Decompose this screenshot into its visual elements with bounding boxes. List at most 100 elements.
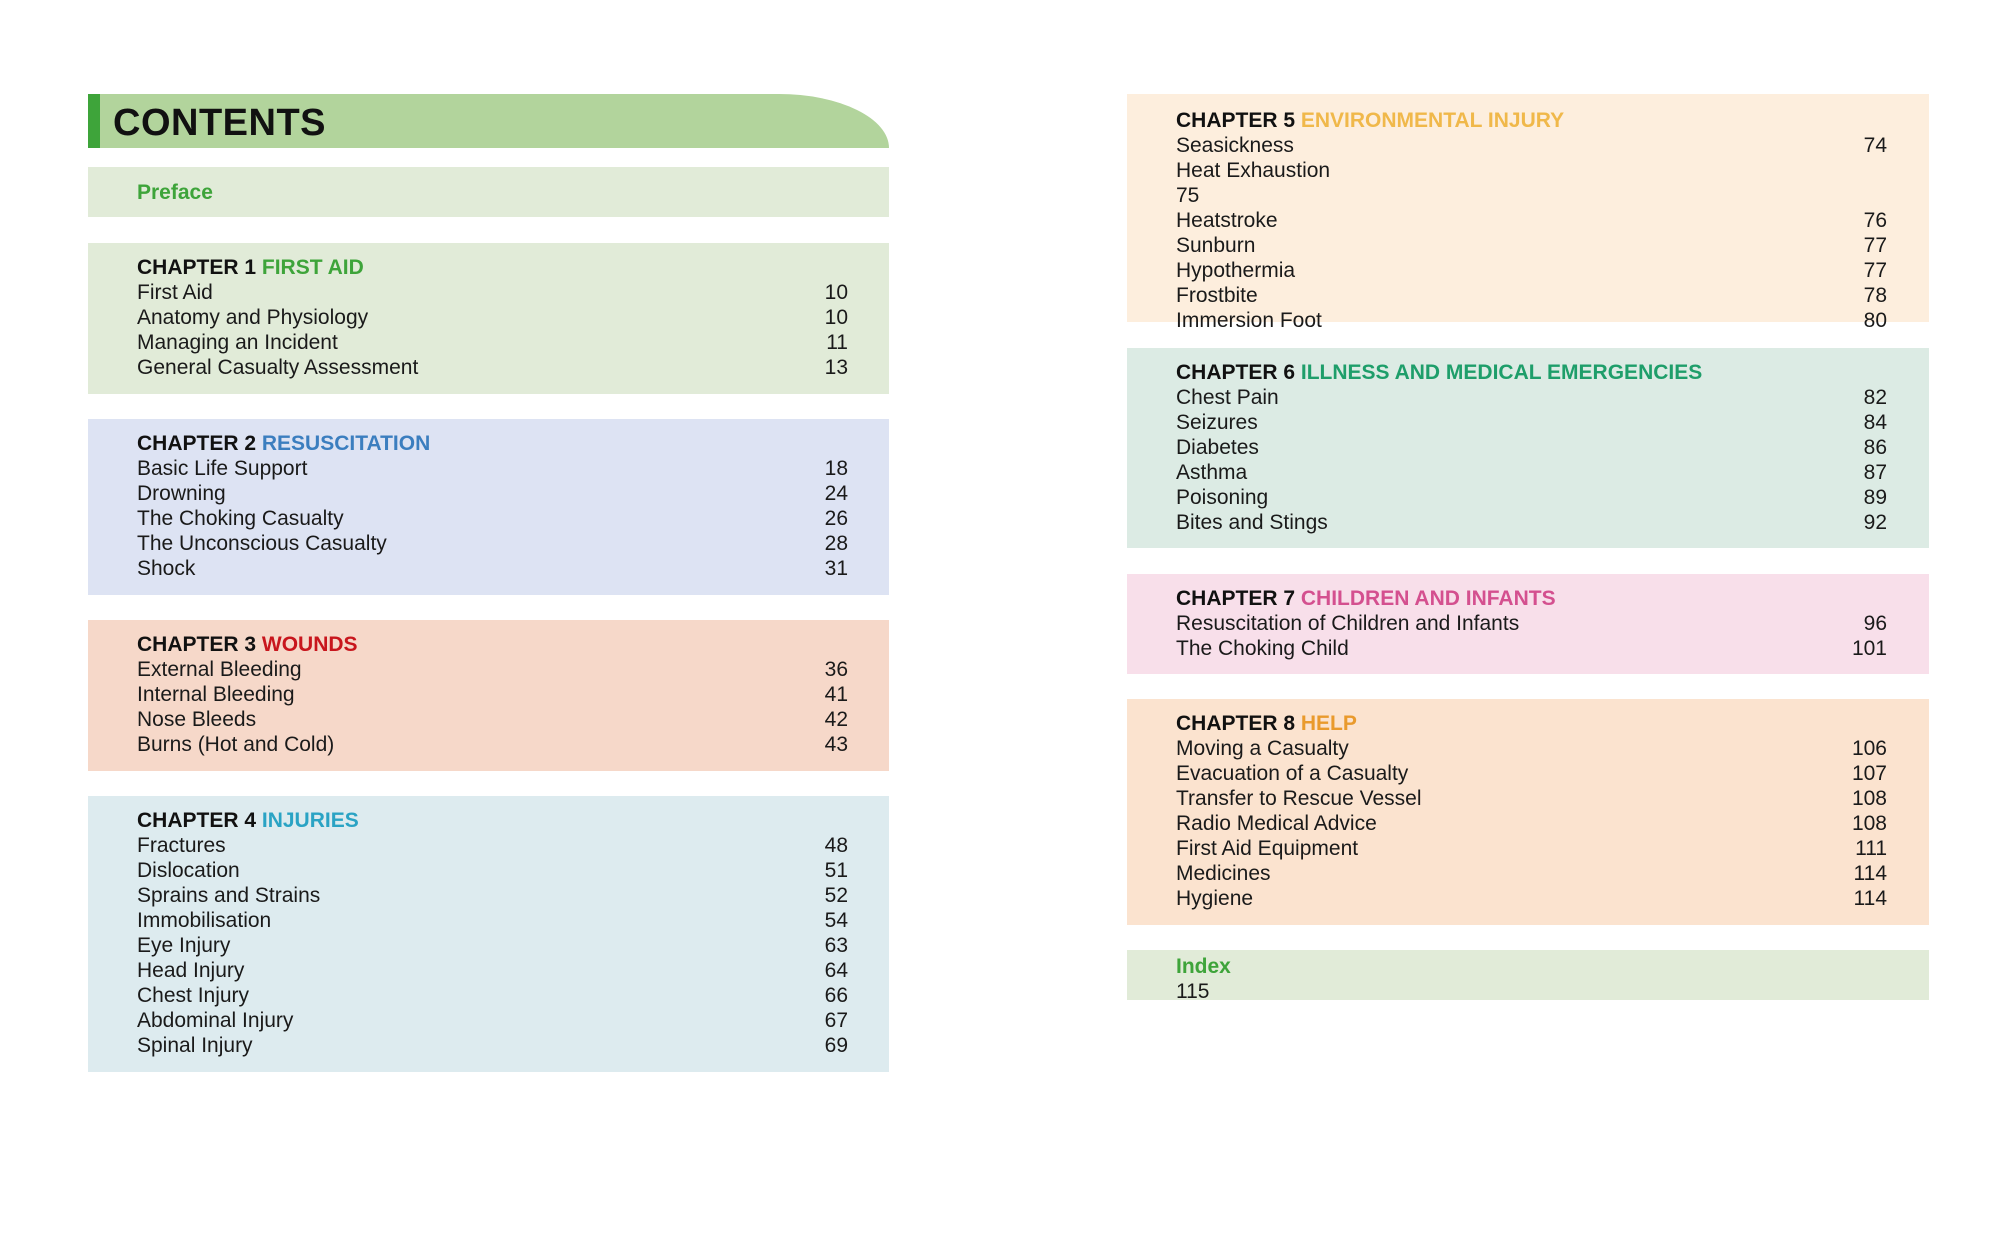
toc-entry-title: Frostbite (1176, 284, 1258, 307)
toc-entry-title: Immersion Foot (1176, 309, 1322, 332)
toc-entry-page: 28 (824, 532, 848, 555)
toc-entry-page: 51 (824, 859, 848, 882)
chapter-heading[interactable]: CHAPTER 4 INJURIES (137, 808, 889, 833)
chapter-number: CHAPTER 7 (1176, 587, 1296, 610)
toc-entry[interactable]: First Aid Equipment 111 (1176, 836, 1887, 861)
toc-entry-page: 77 (1863, 259, 1887, 282)
toc-entry[interactable]: Basic Life Support 18 (137, 456, 848, 481)
toc-entry-page: 84 (1863, 411, 1887, 434)
toc-entry[interactable]: Heatstroke 76 (1176, 208, 1887, 233)
toc-entry-page: 64 (824, 959, 848, 982)
toc-entry-page: 82 (1863, 386, 1887, 409)
toc-entry[interactable]: Poisoning 89 (1176, 485, 1887, 510)
chapter-heading[interactable]: CHAPTER 5 ENVIRONMENTAL INJURY (1176, 108, 1929, 133)
toc-entry[interactable]: Seasickness 74 (1176, 133, 1887, 158)
chapter-title: INJURIES (261, 809, 359, 832)
chapter-heading[interactable]: CHAPTER 7 CHILDREN AND INFANTS (1176, 586, 1929, 611)
toc-entry-page: 41 (824, 683, 848, 706)
toc-entry[interactable]: Managing an Incident 11 (137, 330, 848, 355)
toc-entry-title: Head Injury (137, 959, 245, 982)
toc-entry-title: Anatomy and Physiology (137, 306, 369, 329)
toc-entry[interactable]: Chest Pain 82 (1176, 385, 1887, 410)
toc-entry-title: Evacuation of a Casualty (1176, 762, 1409, 785)
toc-entry[interactable]: Internal Bleeding 41 (137, 682, 848, 707)
toc-entry-title: Dislocation (137, 859, 240, 882)
chapter-title: HELP (1300, 712, 1357, 735)
toc-entry[interactable]: Head Injury 64 (137, 958, 848, 983)
chapter-heading[interactable]: CHAPTER 6 ILLNESS AND MEDICAL EMERGENCIE… (1176, 360, 1929, 385)
toc-entry[interactable]: Anatomy and Physiology 10 (137, 305, 848, 330)
toc-entry-page: 74 (1863, 134, 1887, 157)
toc-entry[interactable]: The Unconscious Casualty 28 (137, 531, 848, 556)
chapter-5-box: CHAPTER 5 ENVIRONMENTAL INJURY Seasicknes… (1127, 94, 1929, 332)
toc-entry[interactable]: Dislocation 51 (137, 858, 848, 883)
toc-entry[interactable]: The Choking Child 101 (1176, 636, 1887, 661)
toc-entry[interactable]: Abdominal Injury 67 (137, 1008, 848, 1033)
toc-entry-title: Basic Life Support (137, 457, 308, 480)
chapter-heading[interactable]: CHAPTER 2 RESUSCITATION (137, 431, 889, 456)
toc-entry[interactable]: Chest Injury 66 (137, 983, 848, 1008)
toc-entry-page: 78 (1863, 284, 1887, 307)
toc-entry[interactable]: Sprains and Strains 52 (137, 883, 848, 908)
toc-entry[interactable]: The Choking Casualty 26 (137, 506, 848, 531)
toc-entry[interactable]: Eye Injury 63 (137, 933, 848, 958)
toc-entry[interactable]: Medicines 114 (1176, 861, 1887, 886)
toc-entry-title: Drowning (137, 482, 226, 505)
toc-entry[interactable]: Transfer to Rescue Vessel 108 (1176, 786, 1887, 811)
toc-entry[interactable]: Shock 31 (137, 556, 848, 581)
chapter-number: CHAPTER 3 (137, 633, 257, 656)
toc-entry[interactable]: Resuscitation of Children and Infants 96 (1176, 611, 1887, 636)
toc-entry[interactable]: Sunburn 77 (1176, 233, 1887, 258)
toc-entry-title: Diabetes (1176, 436, 1259, 459)
toc-entry[interactable]: Immobilisation 54 (137, 908, 848, 933)
toc-entry-page: 107 (1851, 762, 1887, 785)
toc-entry-title: Internal Bleeding (137, 683, 295, 706)
toc-entry[interactable]: Burns (Hot and Cold) 43 (137, 732, 848, 757)
chapter-1-box: CHAPTER 1 FIRST AID First Aid 10 Anatomy an… (88, 243, 889, 394)
toc-entry[interactable]: Asthma 87 (1176, 460, 1887, 485)
preface-box: Preface (88, 167, 889, 217)
toc-entry-page: 108 (1851, 812, 1887, 835)
toc-entry[interactable]: Bites and Stings 92 (1176, 510, 1887, 535)
toc-entry[interactable]: 75 (1176, 183, 1887, 208)
toc-entry[interactable]: Heat Exhaustion (1176, 158, 1887, 183)
toc-entry[interactable]: Diabetes 86 (1176, 435, 1887, 460)
toc-entry-page: 96 (1863, 612, 1887, 635)
toc-entry-page: 69 (824, 1034, 848, 1057)
toc-entry-page: 63 (824, 934, 848, 957)
toc-entry[interactable]: Moving a Casualty 106 (1176, 736, 1887, 761)
toc-entry[interactable]: Immersion Foot 80 (1176, 308, 1887, 333)
toc-entry-title: Resuscitation of Children and Infants (1176, 612, 1520, 635)
toc-entry-page: 77 (1863, 234, 1887, 257)
toc-entry[interactable]: Hygiene 114 (1176, 886, 1887, 911)
chapter-heading[interactable]: CHAPTER 3 WOUNDS (137, 632, 889, 657)
chapter-title: RESUSCITATION (261, 432, 431, 455)
index-label[interactable]: Index (1176, 955, 1231, 978)
toc-entry[interactable]: General Casualty Assessment 13 (137, 355, 848, 380)
page-title: CONTENTS (113, 102, 326, 144)
toc-entry[interactable]: Fractures 48 (137, 833, 848, 858)
toc-entry-title: Asthma (1176, 461, 1248, 484)
toc-entry-title: Moving a Casualty (1176, 737, 1349, 760)
preface-label[interactable]: Preface (137, 181, 213, 204)
chapter-number: CHAPTER 1 (137, 256, 257, 279)
chapter-heading[interactable]: CHAPTER 8 HELP (1176, 711, 1929, 736)
toc-entry[interactable]: Nose Bleeds 42 (137, 707, 848, 732)
toc-entry[interactable]: Evacuation of a Casualty 107 (1176, 761, 1887, 786)
toc-entry-title: Heat Exhaustion (1176, 159, 1331, 182)
chapter-heading[interactable]: CHAPTER 1 FIRST AID (137, 255, 889, 280)
toc-entry[interactable]: Seizures 84 (1176, 410, 1887, 435)
toc-entry-title: Transfer to Rescue Vessel (1176, 787, 1422, 810)
toc-entry-title: Nose Bleeds (137, 708, 257, 731)
toc-entry[interactable]: Drowning 24 (137, 481, 848, 506)
toc-entry[interactable]: Frostbite 78 (1176, 283, 1887, 308)
toc-entry[interactable]: Radio Medical Advice 108 (1176, 811, 1887, 836)
toc-entry-page: 80 (1863, 309, 1887, 332)
toc-entry-title: Heatstroke (1176, 209, 1278, 232)
toc-entry[interactable]: First Aid 10 (137, 280, 848, 305)
toc-entry[interactable]: External Bleeding 36 (137, 657, 848, 682)
toc-entry[interactable]: Hypothermia 77 (1176, 258, 1887, 283)
toc-entry-page: 66 (824, 984, 848, 1007)
toc-entry-page: 92 (1863, 511, 1887, 534)
toc-entry[interactable]: Spinal Injury 69 (137, 1033, 848, 1058)
